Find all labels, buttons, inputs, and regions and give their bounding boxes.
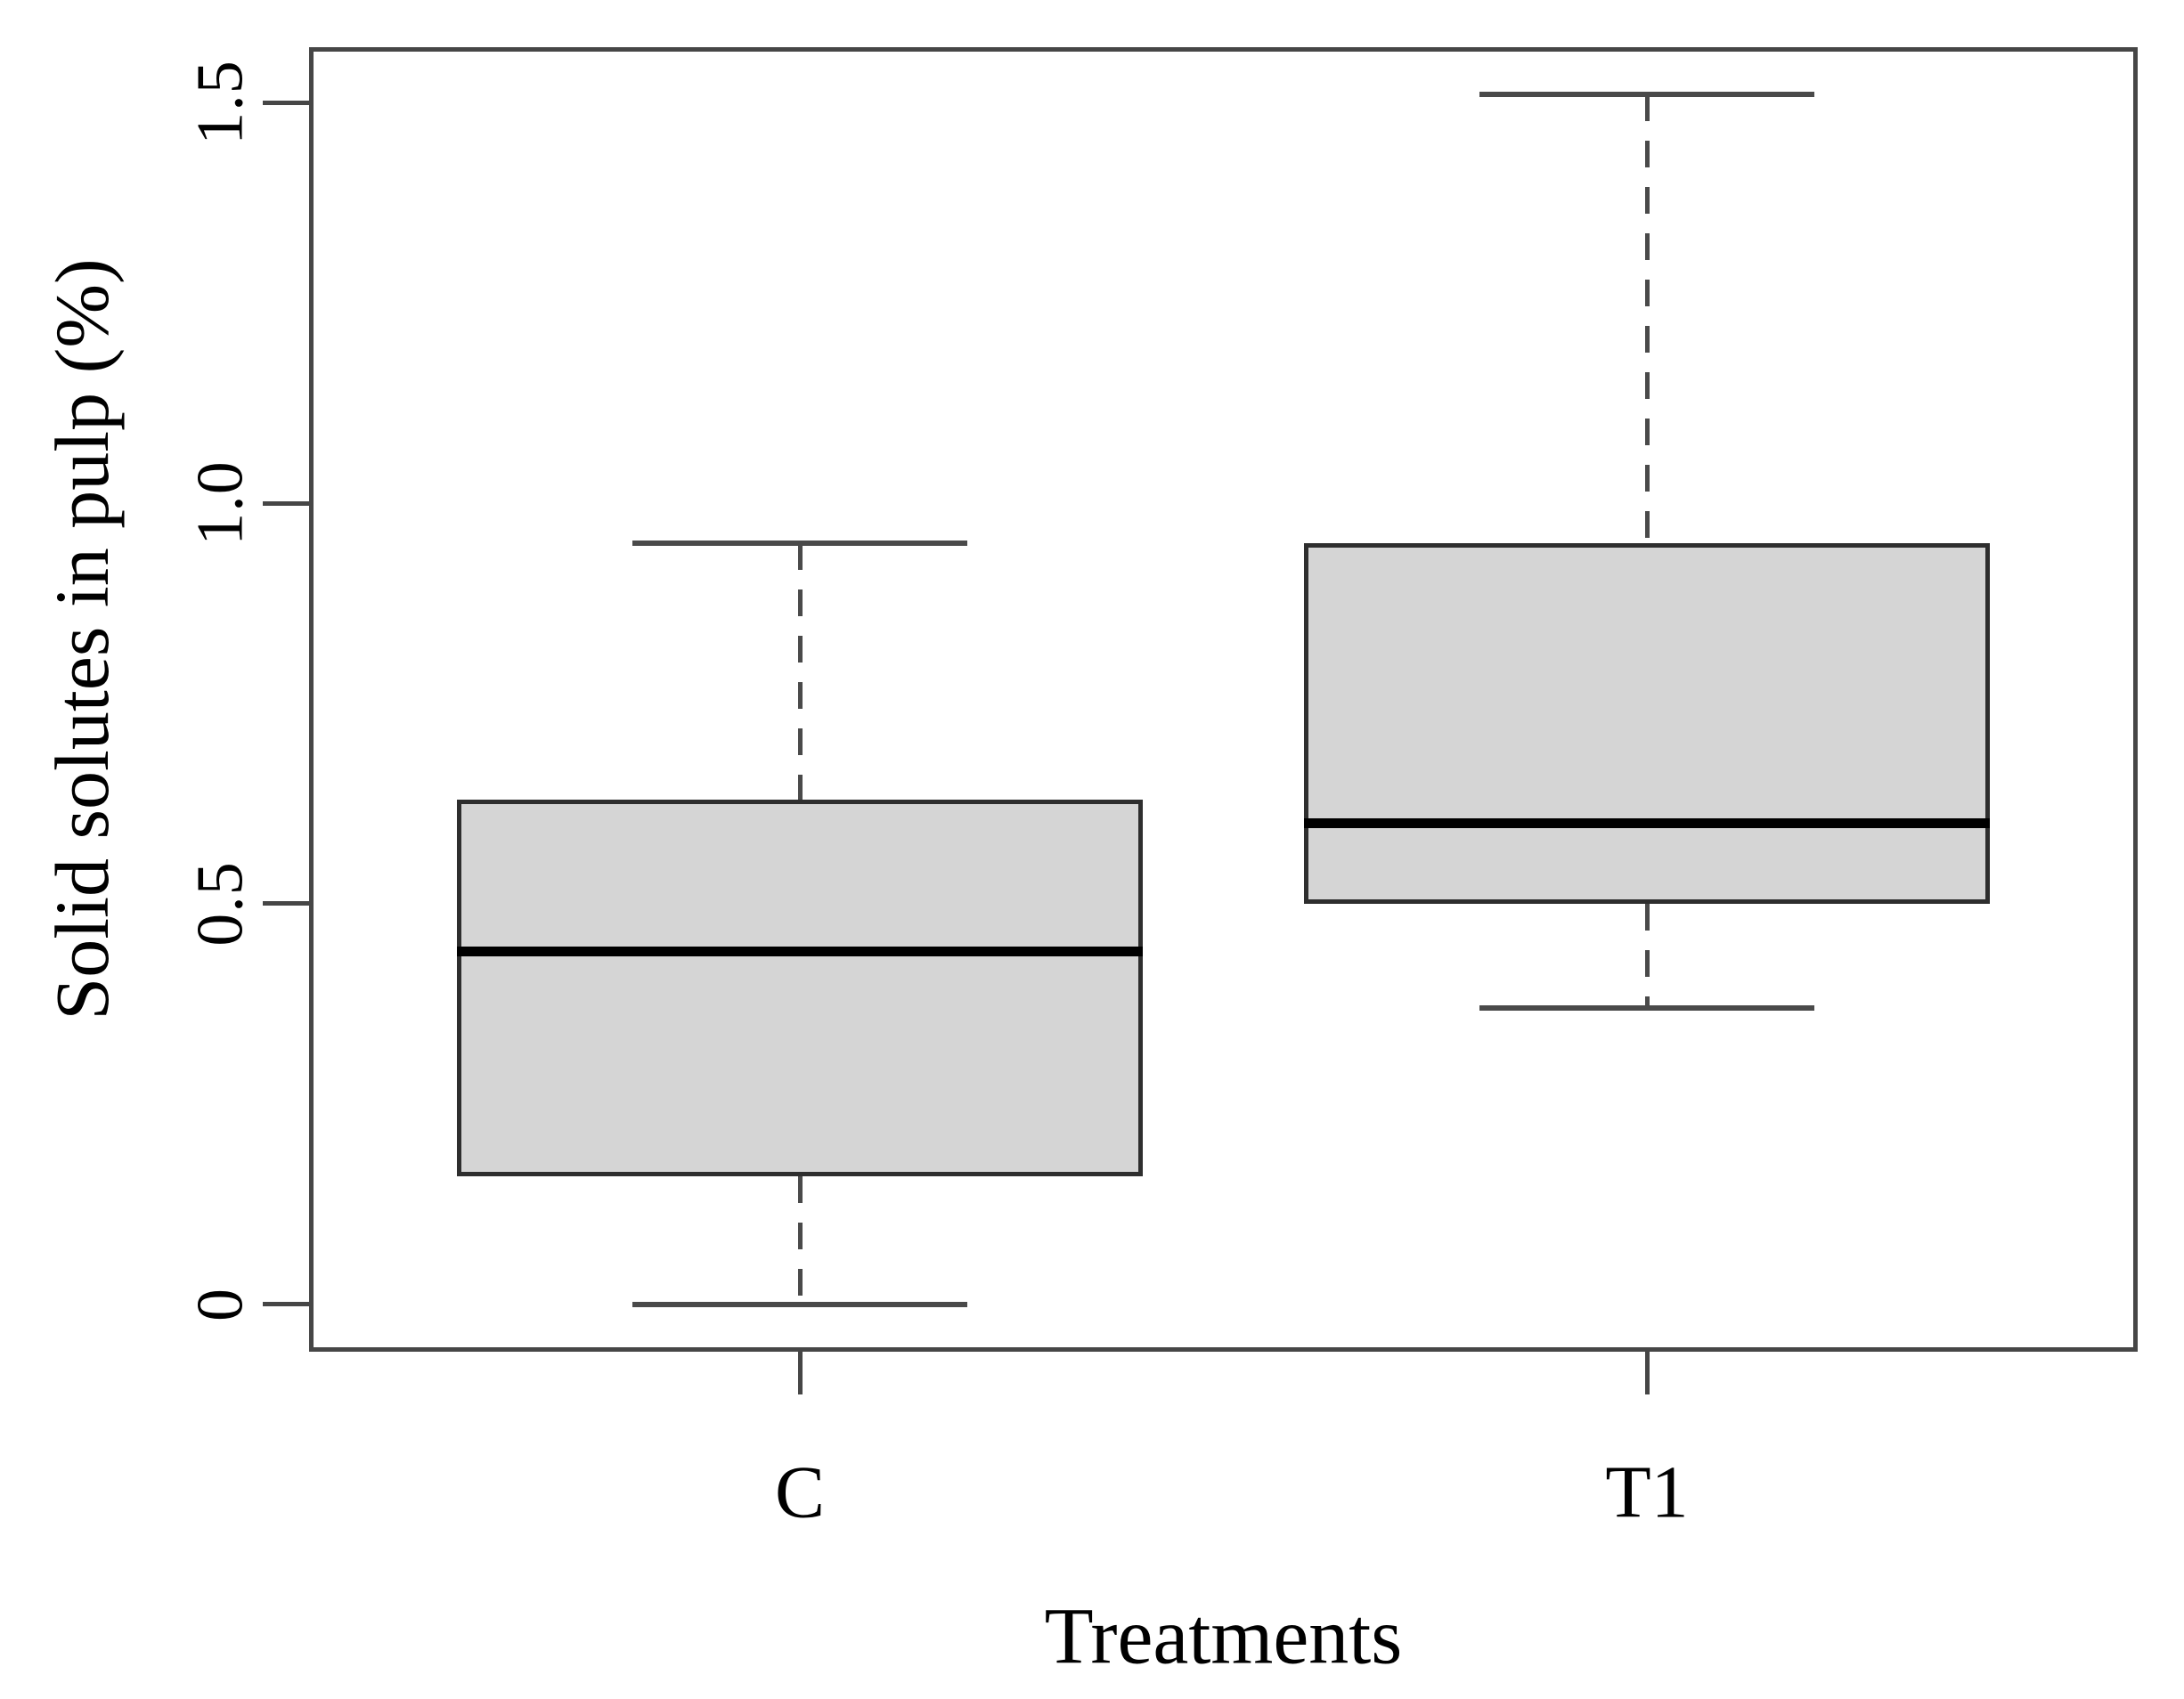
median-line-C xyxy=(457,947,1143,957)
y-tick-label-0: 0 xyxy=(183,1287,257,1321)
whisker-lower-T1 xyxy=(1644,903,1650,1008)
box-body-C xyxy=(457,799,1143,1176)
x-tick-label-T1: T1 xyxy=(1605,1451,1689,1534)
y-tick-mark-1.0 xyxy=(263,500,309,506)
x-tick-label-C: C xyxy=(774,1451,826,1534)
y-tick-label-1.0: 1.0 xyxy=(183,460,257,546)
whisker-cap-upper-C xyxy=(632,541,967,547)
plot-frame xyxy=(309,47,2138,1352)
x-tick-mark-T1 xyxy=(1644,1352,1650,1394)
whisker-upper-C xyxy=(797,543,803,800)
whisker-cap-upper-T1 xyxy=(1479,92,1814,98)
y-tick-label-0.5: 0.5 xyxy=(183,861,257,947)
box-body-T1 xyxy=(1304,543,1990,904)
y-tick-mark-0.5 xyxy=(263,901,309,906)
x-tick-mark-C xyxy=(797,1352,803,1394)
whisker-lower-C xyxy=(797,1175,803,1305)
y-tick-label-1.5: 1.5 xyxy=(183,60,257,145)
y-tick-mark-0 xyxy=(263,1302,309,1307)
y-axis-title: Solid solutes in pulp (%) xyxy=(39,258,125,1020)
whisker-upper-T1 xyxy=(1644,94,1650,543)
whisker-cap-lower-T1 xyxy=(1479,1004,1814,1011)
x-axis-title: Treatments xyxy=(1044,1592,1403,1681)
y-tick-mark-1.5 xyxy=(263,100,309,105)
median-line-T1 xyxy=(1304,818,1990,829)
whisker-cap-lower-C xyxy=(632,1301,967,1307)
